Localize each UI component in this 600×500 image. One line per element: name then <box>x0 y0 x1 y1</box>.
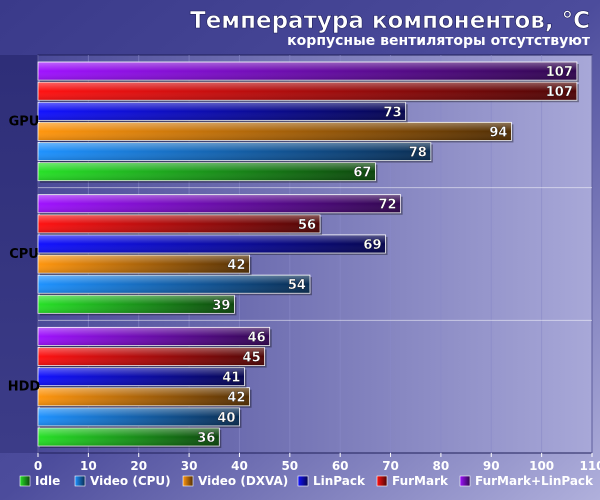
legend-swatch-idle <box>19 475 31 487</box>
value-label-gpu-furmark-linpack: 107 <box>546 65 573 80</box>
bar-highlight <box>38 327 270 346</box>
value-label-gpu-furmark: 107 <box>546 85 573 100</box>
value-label-cpu-video-dxva: 42 <box>227 258 245 273</box>
bar-highlight <box>38 234 386 253</box>
x-tick-label: 100 <box>529 459 554 473</box>
legend-label-video-cpu: Video (CPU) <box>90 474 171 488</box>
value-label-hdd-idle: 36 <box>197 431 215 446</box>
value-label-cpu-idle: 39 <box>212 298 230 313</box>
bar-highlight <box>38 62 577 81</box>
x-tick-label: 30 <box>181 459 198 473</box>
x-tick-label: 50 <box>281 459 298 473</box>
bar-layer <box>37 61 579 448</box>
x-tick-label: 70 <box>382 459 399 473</box>
value-label-cpu-furmark: 56 <box>298 218 316 233</box>
bar-highlight <box>38 122 512 141</box>
x-tick-label: 40 <box>231 459 248 473</box>
bar-highlight <box>38 214 321 233</box>
legend-swatch-linpack <box>297 475 309 487</box>
bar-highlight <box>38 295 235 314</box>
bar-highlight <box>38 255 250 274</box>
value-label-cpu-linpack: 69 <box>363 238 381 253</box>
grid-layer <box>37 55 593 453</box>
bar-highlight <box>38 194 401 213</box>
legend-swatch-furmark <box>376 475 388 487</box>
bar-highlight <box>38 82 577 101</box>
legend-label-linpack: LinPack <box>313 474 366 488</box>
x-tick-label: 110 <box>579 459 600 473</box>
x-tick-label: 60 <box>332 459 349 473</box>
bar-highlight <box>38 407 240 426</box>
value-label-hdd-furmark-linpack: 46 <box>248 330 266 345</box>
category-label-gpu: GPU <box>9 114 40 129</box>
x-tick-label: 0 <box>34 459 42 473</box>
value-label-gpu-video-cpu: 78 <box>409 146 427 161</box>
value-label-cpu-video-cpu: 54 <box>288 278 306 293</box>
category-label-cpu: CPU <box>9 247 39 262</box>
legend-swatch-furmark-linpack <box>459 475 471 487</box>
bar-highlight <box>38 347 265 366</box>
x-tick-label: 10 <box>80 459 97 473</box>
bar-highlight <box>38 387 250 406</box>
category-separators <box>38 187 592 321</box>
legend-label-furmark-linpack: FurMark+LinPack <box>475 474 594 488</box>
x-tick-label: 20 <box>130 459 147 473</box>
bar-highlight <box>38 367 245 386</box>
chart-subtitle: корпусные вентиляторы отсутствуют <box>287 33 591 49</box>
x-tick-label: 80 <box>433 459 450 473</box>
legend-label-video-dxva: Video (DXVA) <box>198 474 288 488</box>
bar-highlight <box>38 427 220 446</box>
value-label-hdd-video-dxva: 42 <box>227 391 245 406</box>
plot-area <box>37 54 593 454</box>
x-tick-label: 90 <box>483 459 500 473</box>
legend-label-furmark: FurMark <box>392 474 449 488</box>
value-label-gpu-idle: 67 <box>353 166 371 181</box>
category-label-layer: GPU CPU HDD <box>8 114 41 394</box>
bar-highlight <box>38 275 310 294</box>
x-tick-layer: 0 10 20 30 40 50 60 70 80 90 100 110 <box>34 453 600 473</box>
value-label-hdd-furmark: 45 <box>243 351 261 366</box>
category-label-panel <box>0 55 38 453</box>
bar-highlight <box>38 142 431 161</box>
bar-highlight <box>38 102 406 121</box>
category-label-hdd: HDD <box>8 380 41 395</box>
chart-title: Температура компонентов, °С <box>190 8 590 34</box>
legend: Idle Video (CPU) Video (DXVA) LinPack FurMar… <box>19 474 594 488</box>
legend-label-idle: Idle <box>35 474 60 488</box>
value-label-hdd-linpack: 41 <box>222 371 240 386</box>
bar-highlight <box>38 162 376 181</box>
value-label-gpu-video-dxva: 94 <box>489 125 507 140</box>
legend-swatch-video-cpu <box>74 475 86 487</box>
legend-swatch-video-dxva <box>182 475 194 487</box>
value-label-gpu-linpack: 73 <box>384 105 402 120</box>
value-label-cpu-furmark-linpack: 72 <box>379 198 397 213</box>
value-label-hdd-video-cpu: 40 <box>217 411 235 426</box>
